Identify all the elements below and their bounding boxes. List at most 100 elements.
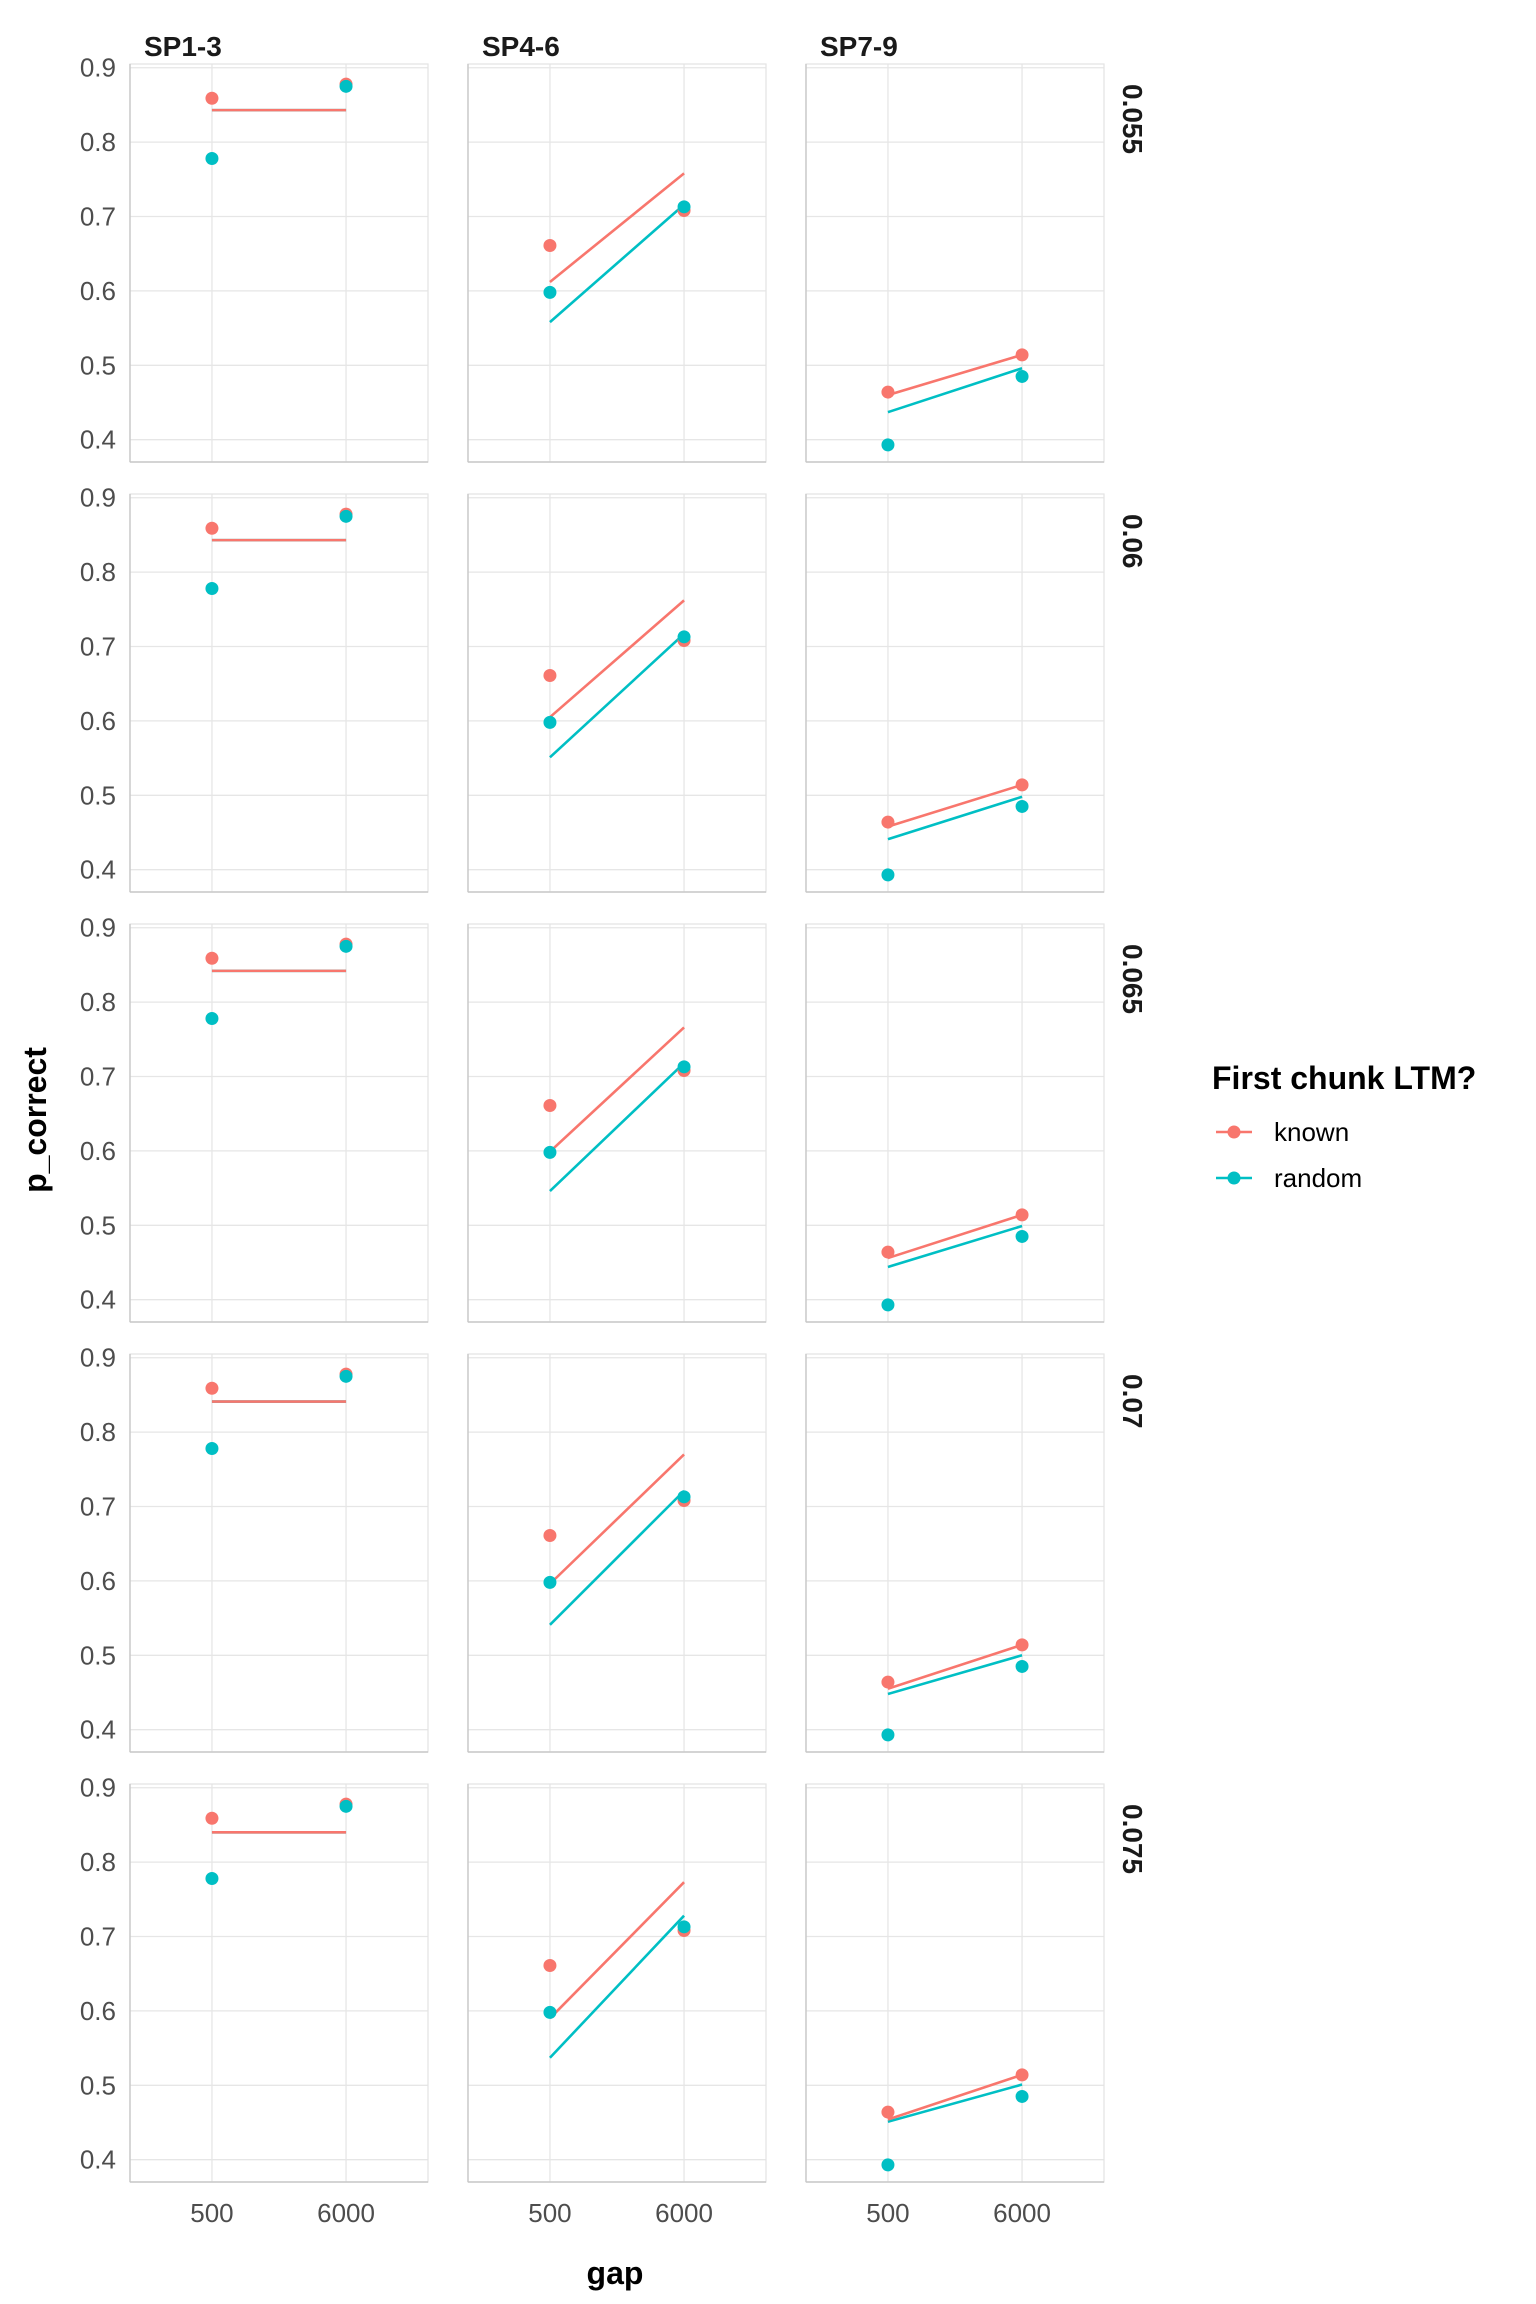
y-tick-label: 0.9 <box>80 913 116 943</box>
model-line-known <box>887 1643 1023 1691</box>
point-known <box>1015 1208 1029 1222</box>
y-tick-label: 0.6 <box>80 1996 116 2026</box>
point-known <box>1015 1638 1029 1652</box>
point-random <box>881 1298 895 1312</box>
point-random <box>1015 1229 1029 1243</box>
point-random <box>677 1920 691 1934</box>
point-known <box>543 239 557 253</box>
legend-title: First chunk LTM? <box>1212 1060 1476 1096</box>
point-random <box>339 79 353 93</box>
column-strip-label: SP1-3 <box>144 31 222 62</box>
y-tick-label: 0.6 <box>80 706 116 736</box>
model-line-random <box>887 367 1023 414</box>
point-known <box>205 521 219 535</box>
model-line-random <box>549 632 685 759</box>
y-tick-label: 0.8 <box>80 1417 116 1447</box>
panel-frame <box>129 923 429 1323</box>
y-tick-label: 0.9 <box>80 1343 116 1373</box>
point-random <box>205 1871 219 1885</box>
point-random <box>543 1145 557 1159</box>
y-tick-label: 0.4 <box>80 1715 116 1745</box>
point-random <box>881 868 895 882</box>
y-tick-label: 0.7 <box>80 632 116 662</box>
y-axis-title: p_correct <box>17 1047 53 1193</box>
y-tick-label: 0.7 <box>80 1922 116 1952</box>
point-known <box>881 1675 895 1689</box>
y-tick-label: 0.4 <box>80 2145 116 2175</box>
point-known <box>1015 2068 1029 2082</box>
point-random <box>543 2005 557 2019</box>
panel-frame <box>129 63 429 463</box>
y-tick-label: 0.8 <box>80 557 116 587</box>
y-tick-label: 0.6 <box>80 276 116 306</box>
model-line-random <box>887 795 1023 841</box>
point-known <box>205 951 219 965</box>
panel-frame <box>805 63 1105 463</box>
model-line-random <box>549 1914 685 2059</box>
model-line-known <box>887 353 1023 397</box>
panel-frame <box>805 493 1105 893</box>
y-tick-label: 0.6 <box>80 1136 116 1166</box>
y-tick-label: 0.9 <box>80 1773 116 1803</box>
column-strip-label: SP4-6 <box>482 31 560 62</box>
point-random <box>543 715 557 729</box>
panel-frame <box>467 1353 767 1753</box>
row-strip-label: 0.055 <box>1117 84 1148 154</box>
point-random <box>205 1441 219 1455</box>
y-tick-label: 0.6 <box>80 1566 116 1596</box>
point-known <box>205 1811 219 1825</box>
x-tick-label: 500 <box>190 2198 233 2228</box>
x-tick-label: 500 <box>528 2198 571 2228</box>
x-tick-label: 6000 <box>655 2198 713 2228</box>
model-line-known <box>549 1881 685 2020</box>
x-axis-title: gap <box>587 2255 644 2291</box>
panel-frame <box>467 493 767 893</box>
model-line-known <box>887 1213 1023 1260</box>
point-random <box>205 151 219 165</box>
point-known <box>881 815 895 829</box>
point-random <box>1015 799 1029 813</box>
point-known <box>205 91 219 105</box>
y-tick-label: 0.7 <box>80 1062 116 1092</box>
panel-frame <box>467 1783 767 2183</box>
y-tick-label: 0.9 <box>80 483 116 513</box>
point-random <box>339 509 353 523</box>
panel-frame <box>129 1353 429 1753</box>
y-tick-label: 0.5 <box>80 1210 116 1240</box>
panel-frame <box>805 923 1105 1323</box>
point-random <box>543 1575 557 1589</box>
row-strip-label: 0.075 <box>1117 1804 1148 1874</box>
x-tick-label: 6000 <box>317 2198 375 2228</box>
point-random <box>677 1060 691 1074</box>
point-known <box>881 1245 895 1259</box>
panel-frame <box>805 1353 1105 1753</box>
model-line-known <box>887 783 1023 828</box>
model-line-random <box>549 1062 685 1193</box>
panel-frame <box>805 1783 1105 2183</box>
point-random <box>1015 2089 1029 2103</box>
point-random <box>543 285 557 299</box>
row-strip-label: 0.06 <box>1117 514 1148 569</box>
panel-frame <box>129 1783 429 2183</box>
point-random <box>339 1799 353 1813</box>
point-random <box>205 581 219 595</box>
point-random <box>339 1369 353 1383</box>
point-random <box>677 1490 691 1504</box>
point-known <box>543 1099 557 1113</box>
point-random <box>881 1728 895 1742</box>
y-tick-label: 0.8 <box>80 127 116 157</box>
panel-frame <box>467 923 767 1323</box>
row-strip-label: 0.065 <box>1117 944 1148 1014</box>
y-tick-label: 0.5 <box>80 350 116 380</box>
legend-label-known: known <box>1274 1117 1349 1147</box>
y-tick-label: 0.4 <box>80 425 116 455</box>
x-tick-label: 6000 <box>993 2198 1051 2228</box>
y-tick-label: 0.5 <box>80 2070 116 2100</box>
y-tick-label: 0.5 <box>80 780 116 810</box>
point-known <box>205 1381 219 1395</box>
y-tick-label: 0.9 <box>80 53 116 83</box>
y-tick-label: 0.5 <box>80 1640 116 1670</box>
point-known <box>1015 778 1029 792</box>
